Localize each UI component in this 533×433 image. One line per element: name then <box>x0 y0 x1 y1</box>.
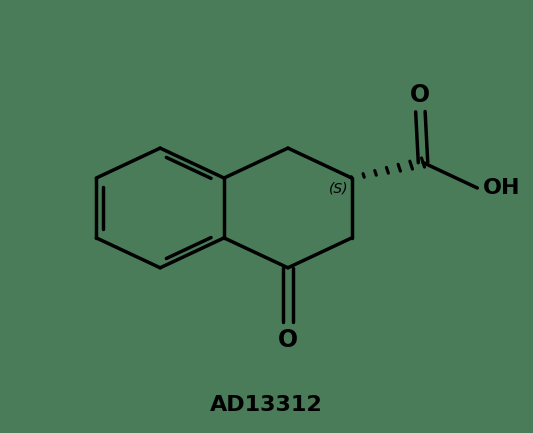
Text: AD13312: AD13312 <box>210 394 322 414</box>
Text: O: O <box>410 83 431 107</box>
Text: OH: OH <box>482 178 520 198</box>
Text: (S): (S) <box>329 182 349 196</box>
Text: O: O <box>278 328 298 352</box>
